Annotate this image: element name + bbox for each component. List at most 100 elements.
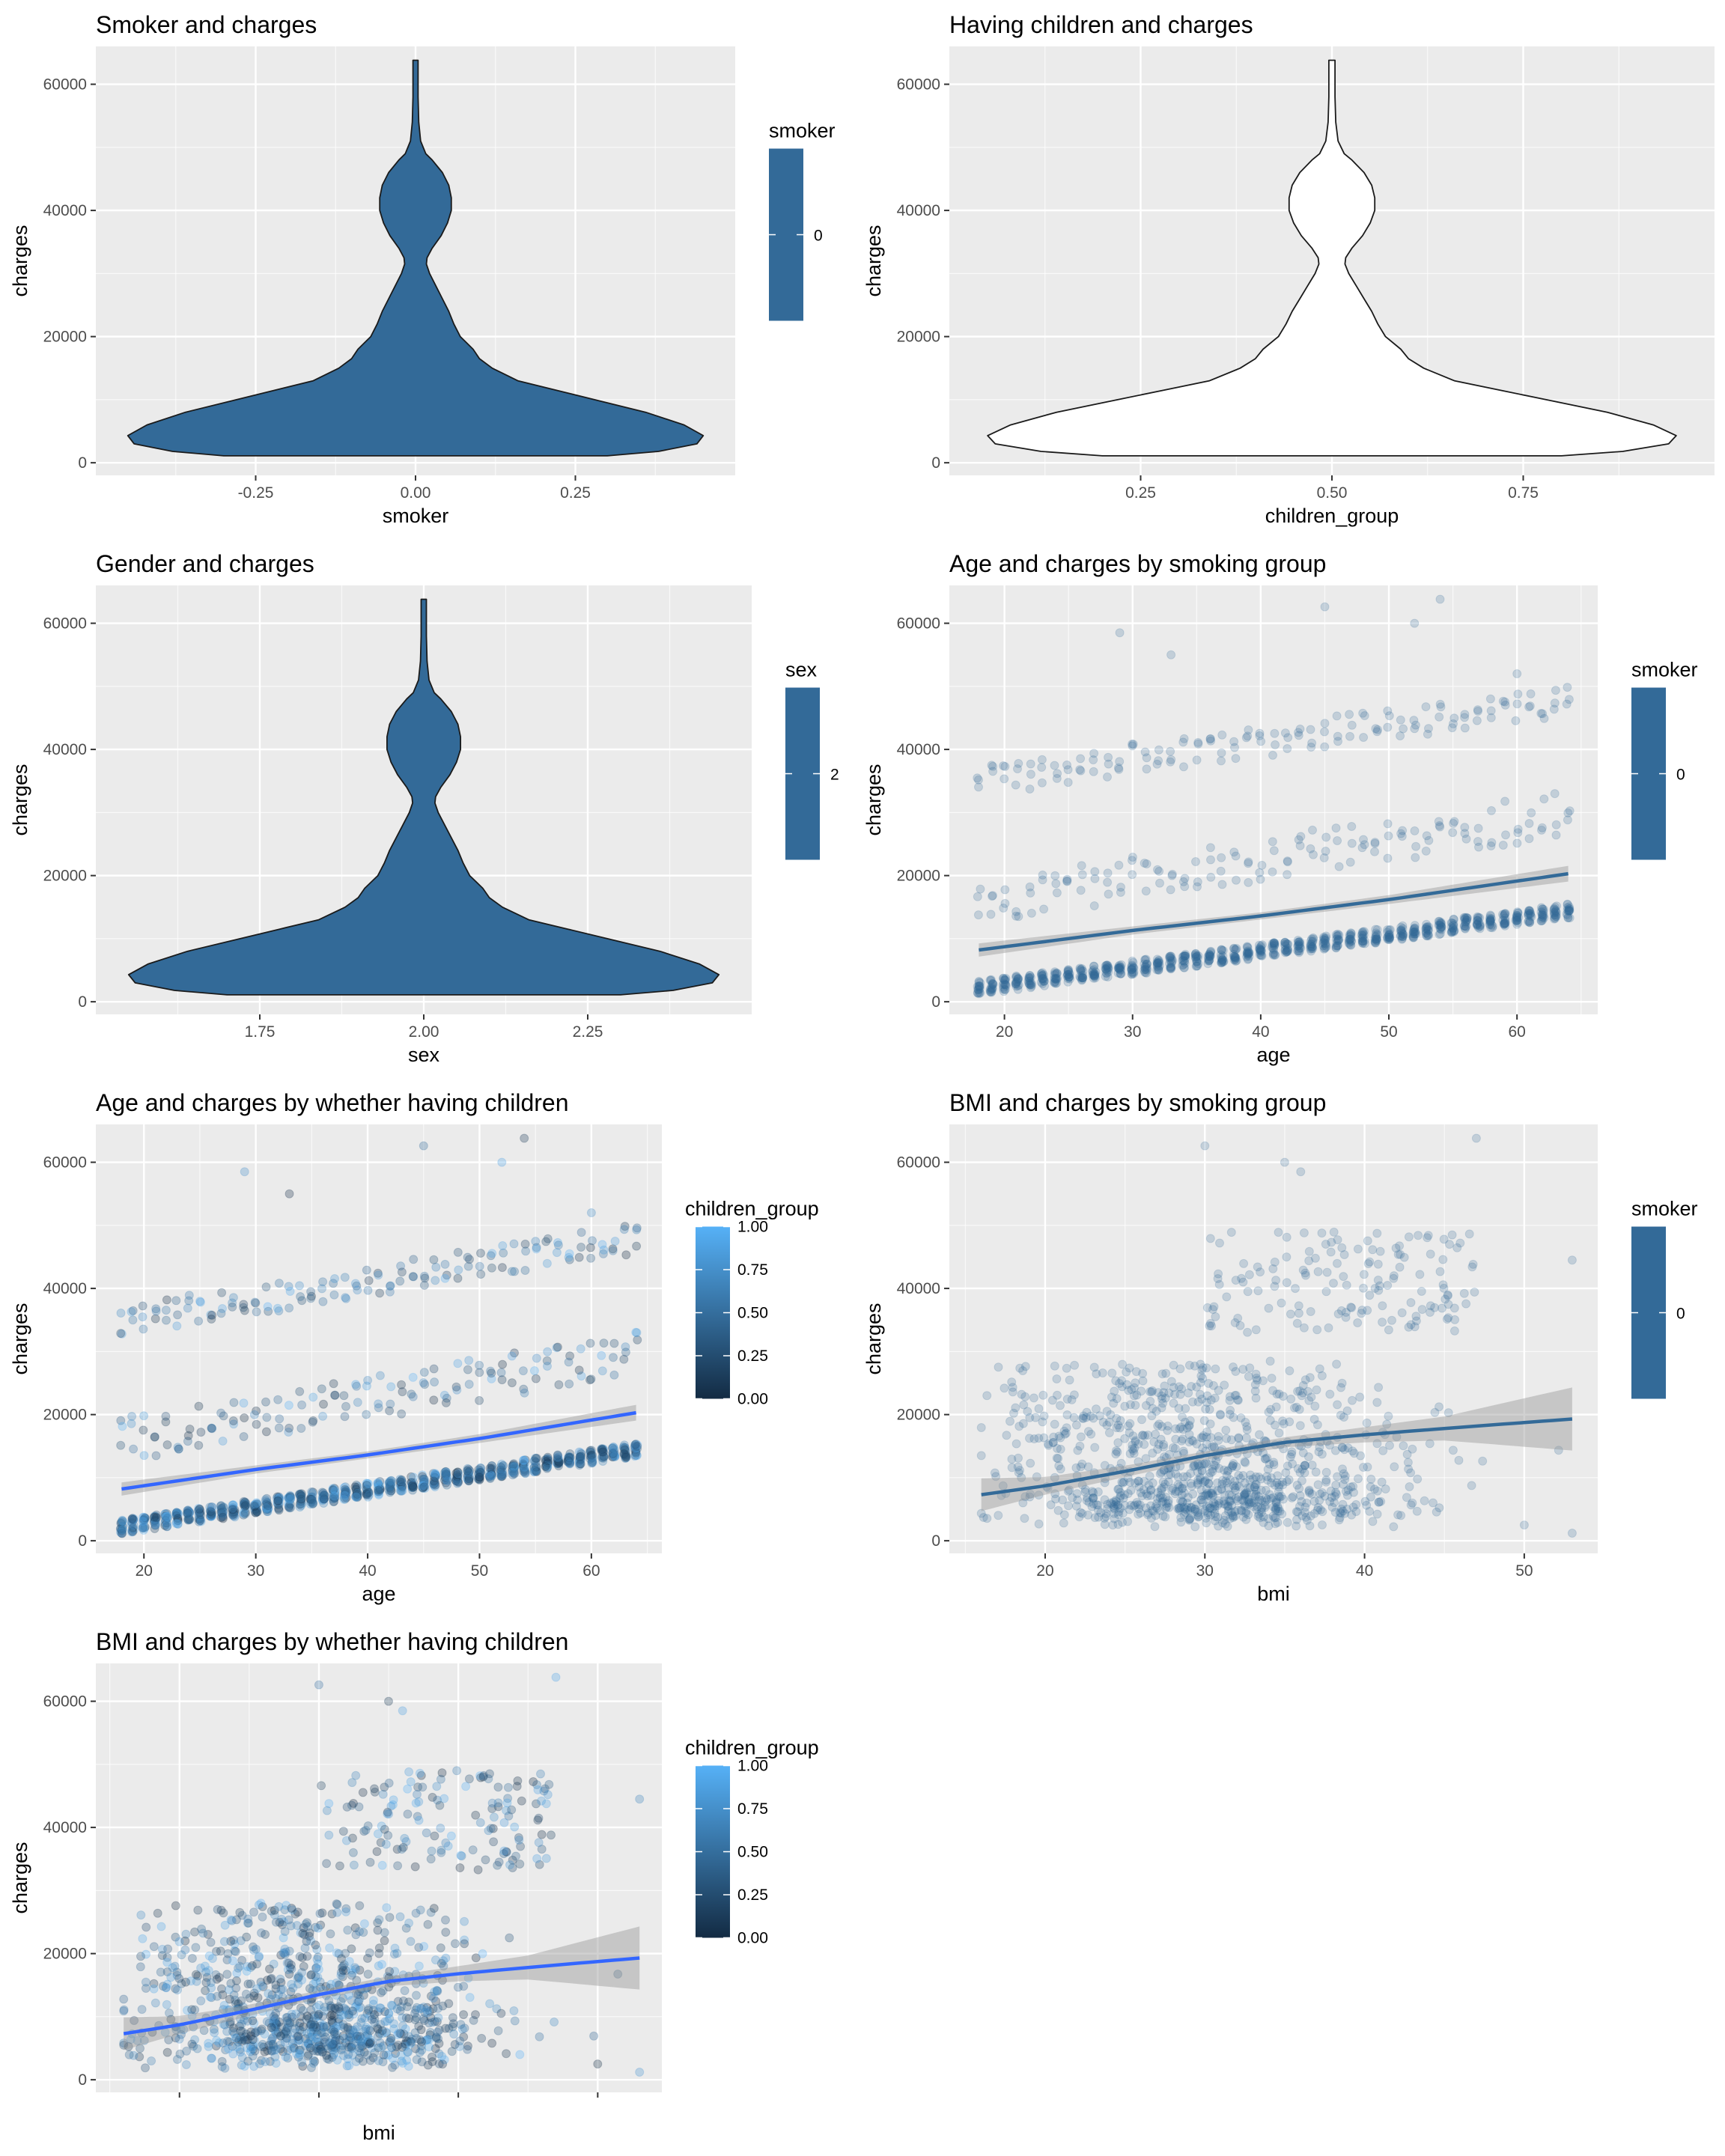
data-point — [313, 1923, 323, 1933]
data-point — [1050, 871, 1060, 880]
data-point — [330, 1390, 340, 1400]
data-point — [1231, 851, 1241, 861]
data-point — [268, 2032, 278, 2042]
y-tick-label: 60000 — [897, 1154, 940, 1172]
data-point — [442, 1270, 451, 1280]
data-point — [1077, 965, 1086, 975]
data-point — [1243, 947, 1252, 957]
data-point — [1486, 923, 1496, 932]
data-point — [1062, 874, 1072, 884]
data-point — [250, 1503, 259, 1513]
data-point — [1196, 1371, 1206, 1380]
data-point — [241, 1500, 250, 1510]
data-point — [460, 2023, 469, 2033]
data-point — [999, 982, 1008, 992]
data-point — [499, 1461, 508, 1470]
data-point — [1038, 977, 1048, 986]
data-point — [1397, 927, 1407, 936]
data-point — [128, 1514, 137, 1523]
data-point — [1436, 702, 1446, 712]
data-point — [1138, 1431, 1148, 1440]
data-point — [1279, 1419, 1289, 1428]
data-point — [1153, 958, 1162, 968]
data-point — [1064, 1501, 1073, 1511]
data-point — [1304, 1246, 1314, 1256]
data-point — [1142, 753, 1151, 763]
data-point — [497, 1472, 507, 1482]
data-point — [330, 1390, 340, 1400]
data-point — [326, 1979, 335, 1989]
data-point — [519, 1467, 529, 1476]
data-point — [1248, 1474, 1258, 1484]
data-point — [228, 1500, 238, 1510]
data-point — [352, 1381, 362, 1391]
data-point — [205, 1511, 215, 1521]
data-point — [1225, 1410, 1235, 1419]
data-point — [531, 1466, 541, 1476]
data-point — [435, 1800, 445, 1810]
data-point — [486, 1366, 496, 1376]
data-point — [1537, 910, 1547, 919]
data-point — [1104, 967, 1113, 977]
data-point — [1053, 1390, 1062, 1400]
data-point — [1460, 723, 1470, 733]
data-point — [242, 1932, 252, 1942]
data-point — [1306, 943, 1315, 952]
data-point — [1040, 976, 1050, 986]
data-point — [1128, 963, 1138, 972]
data-point — [172, 1508, 181, 1517]
data-point — [459, 1982, 469, 1991]
data-point — [1176, 1517, 1186, 1527]
data-point — [1424, 922, 1434, 931]
data-point — [1383, 925, 1393, 934]
data-point — [1217, 954, 1226, 963]
data-point — [374, 1487, 383, 1496]
data-point — [1213, 1512, 1223, 1522]
data-point — [171, 1519, 181, 1529]
data-point — [1238, 1277, 1248, 1287]
data-point — [1307, 738, 1317, 748]
data-point — [1194, 1461, 1204, 1471]
data-point — [162, 1983, 171, 1993]
data-point — [635, 1794, 645, 1804]
data-point — [249, 1410, 259, 1419]
data-point — [262, 1507, 272, 1516]
data-point — [1445, 1240, 1454, 1249]
data-point — [1539, 913, 1549, 922]
data-point — [397, 1267, 407, 1277]
data-point — [152, 1510, 161, 1520]
data-point — [161, 1515, 170, 1525]
data-point — [402, 2002, 412, 2012]
data-point — [1115, 964, 1124, 974]
data-point — [1166, 951, 1175, 961]
data-point — [1180, 951, 1190, 960]
data-point — [385, 1483, 395, 1493]
data-point — [502, 2049, 511, 2059]
data-point — [228, 1505, 237, 1514]
data-point — [541, 1462, 550, 1471]
data-point — [1295, 937, 1305, 946]
data-point — [1468, 1259, 1478, 1269]
data-point — [976, 981, 985, 991]
data-point — [1527, 912, 1536, 922]
data-point — [1115, 963, 1125, 972]
data-point — [317, 1487, 327, 1497]
data-point — [973, 984, 983, 994]
data-point — [1308, 825, 1317, 835]
data-point — [258, 2039, 267, 2049]
data-point — [374, 1490, 383, 1499]
data-point — [1512, 914, 1521, 924]
violin-shape — [127, 59, 705, 457]
data-point — [1205, 1234, 1215, 1243]
data-point — [1460, 913, 1470, 922]
data-point — [329, 1279, 338, 1288]
data-point — [610, 1452, 619, 1461]
data-point — [621, 1451, 631, 1461]
data-point — [1165, 951, 1175, 961]
data-point — [228, 1500, 238, 1510]
data-point — [1179, 963, 1189, 972]
data-point — [520, 1455, 530, 1465]
data-point — [240, 1508, 250, 1517]
data-point — [361, 2024, 371, 2034]
data-point — [437, 1768, 447, 1778]
